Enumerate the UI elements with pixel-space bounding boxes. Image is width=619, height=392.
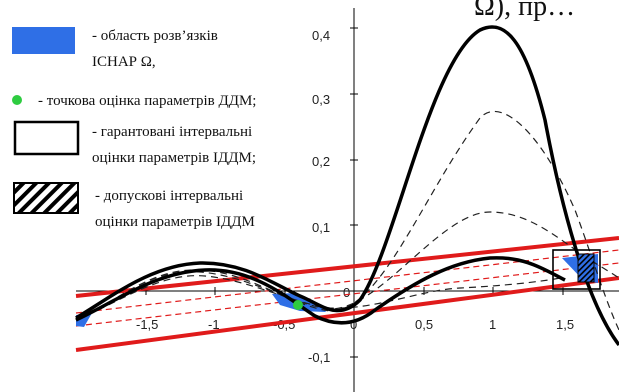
- y-tick-label: 0,4: [312, 28, 330, 43]
- legend-label-solution-region-line2: ІСНАР Ω,: [92, 54, 156, 70]
- header-fragment: Ω), пр…: [474, 0, 575, 22]
- y-tick-label: 0: [343, 285, 350, 300]
- legend-label-point-estimate: - точкова оцінка параметрів ДДМ;: [38, 93, 256, 109]
- legend-swatch-point-estimate: [12, 95, 22, 105]
- y-tick-labels: 0,4 0,3 0,2 0,1 0 -0,1: [308, 28, 350, 365]
- legend-label-guaranteed-interval-line2: оцінки параметрів ІДДМ;: [92, 150, 256, 166]
- legend-label-tolerance-interval-line1: - допускові інтервальні: [95, 188, 243, 204]
- legend: - область розв’язків ІСНАР Ω, - точкова …: [12, 27, 256, 230]
- lower-solid-curve: [75, 256, 566, 325]
- x-tick-label: -1,5: [136, 317, 158, 332]
- y-axis-tick-marks: [350, 27, 358, 358]
- x-tick-label: 1,5: [556, 317, 574, 332]
- x-tick-label: 0,5: [415, 317, 433, 332]
- x-tick-label: 0: [350, 317, 357, 332]
- legend-swatch-guaranteed-interval: [13, 120, 80, 156]
- x-tick-label: 1: [489, 317, 496, 332]
- solid-model-curves: [75, 25, 619, 347]
- y-tick-label: 0,1: [312, 220, 330, 235]
- legend-swatch-solution-region: [12, 27, 75, 54]
- legend-label-guaranteed-interval-line1: - гарантовані інтервальні: [92, 124, 252, 140]
- legend-label-solution-region-line1: - область розв’язків: [92, 28, 218, 44]
- tolerance-interval-box: [577, 253, 595, 283]
- x-tick-label: -1: [208, 317, 220, 332]
- y-tick-label: -0,1: [308, 350, 330, 365]
- y-tick-label: 0,3: [312, 92, 330, 107]
- red-dashed-lines: [75, 249, 619, 327]
- y-tick-label: 0,2: [312, 154, 330, 169]
- point-estimate-marker: [293, 300, 303, 310]
- legend-swatch-tolerance-interval: [13, 182, 79, 214]
- legend-label-tolerance-interval-line2: оцінки параметрів ІДДМ: [95, 214, 255, 230]
- guaranteed-interval-box: [552, 249, 601, 290]
- upper-solid-curve: [75, 25, 619, 347]
- red-boundary-lines: [75, 236, 619, 352]
